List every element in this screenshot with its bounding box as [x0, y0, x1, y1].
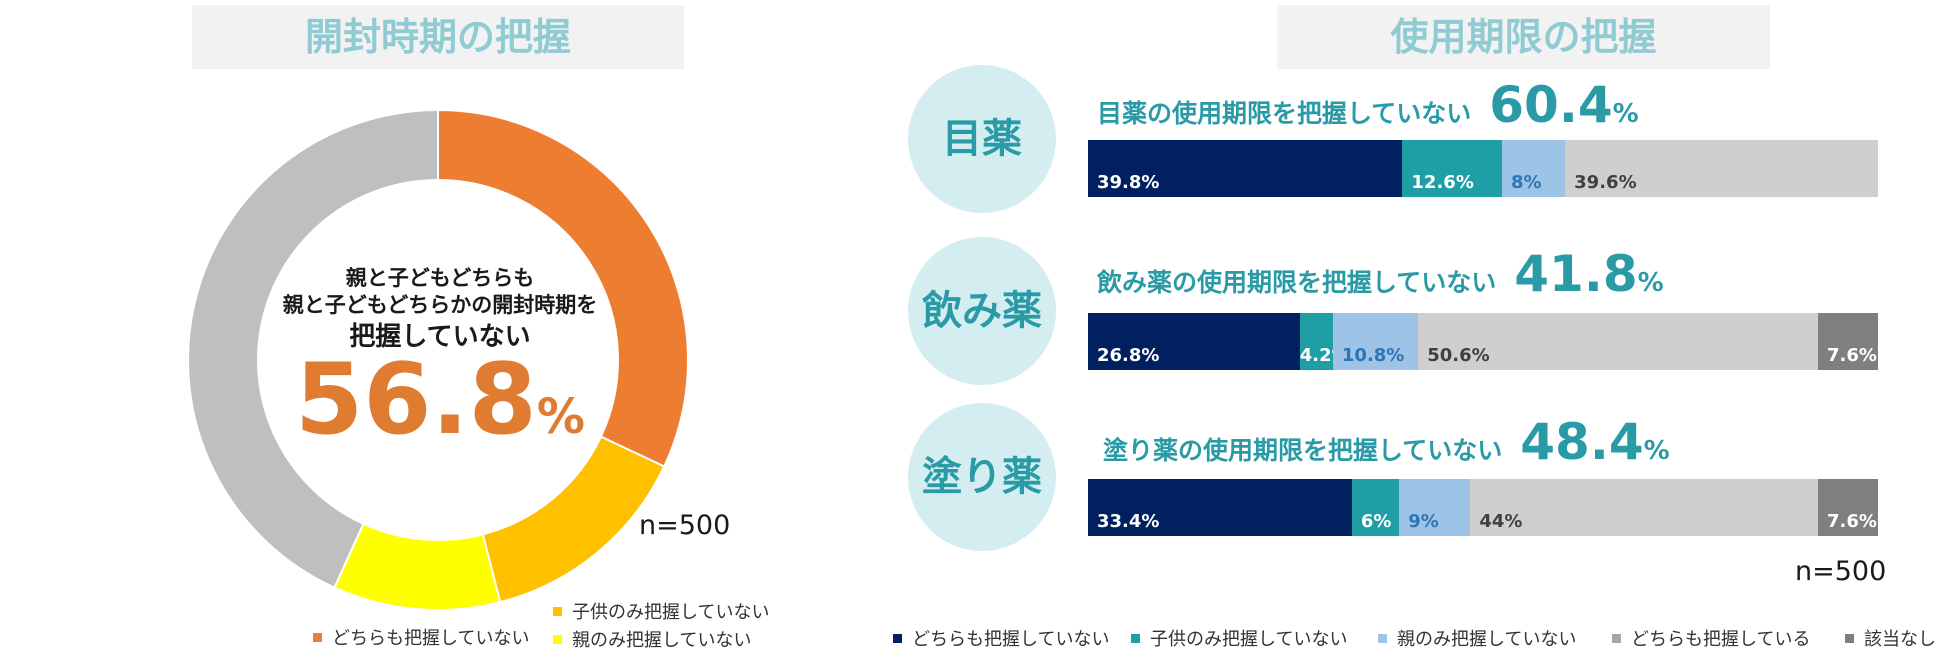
legend-swatch-icon: [1378, 633, 1387, 643]
bar-segment-label-0-1: 12.6%: [1411, 171, 1474, 193]
bar-heading-unit: %: [1643, 436, 1670, 466]
bar-sample-size: n=500: [1795, 556, 1887, 587]
bar-segment-label-1-2: 10.8%: [1341, 344, 1405, 366]
bar-segment-label-1-0: 26.8%: [1097, 344, 1160, 366]
legend-label: 親のみ把握していない: [572, 630, 752, 651]
donut-sample-size: n=500: [639, 510, 731, 541]
donut-center-unit: %: [536, 389, 585, 445]
donut-center-text-line-1: 親と子どもどちらも: [345, 266, 535, 290]
legend-item-neither: どちらも把握していない: [313, 624, 529, 650]
bar-segment-1-3: [1418, 313, 1818, 370]
bar-segment-2-4: [1817, 479, 1878, 536]
bar-heading-value: 60.4: [1489, 76, 1613, 134]
donut-center-text-line-3: 把握していない: [349, 322, 531, 352]
legend-swatch-icon: [313, 632, 322, 642]
bar-heading-text: 飲み薬の使用期限を把握していない: [1097, 268, 1497, 297]
legend-item-both-known-bar: どちらも把握している: [1612, 625, 1810, 651]
bar-segment-2-1: [1351, 479, 1400, 536]
legend-label: どちらも把握している: [1631, 629, 1811, 650]
bar-chart-title: 使用期限の把握: [1277, 5, 1770, 69]
donut-slice-0: [437, 108, 689, 468]
bar-row-ointment: 33.4% 6% 9% 44% 7.6%: [1088, 479, 1878, 536]
bar-segment-label-0-0: 39.8%: [1097, 171, 1160, 193]
legend-item-neither-bar: どちらも把握していない: [893, 625, 1109, 651]
legend-swatch-icon: [1612, 633, 1621, 643]
category-circle-ointment: 塗り薬: [908, 403, 1056, 551]
bar-segment-0-0: [1088, 140, 1403, 197]
category-circle-oral-medicine: 飲み薬: [908, 237, 1056, 385]
bar-heading-unit: %: [1612, 99, 1639, 129]
legend-item-child-only: 子供のみ把握していない: [553, 598, 769, 624]
bar-heading-eye-drops: 目薬の使用期限を把握していない 60.4%: [1097, 76, 1639, 134]
legend-item-child-only-bar: 子供のみ把握していない: [1131, 625, 1347, 651]
legend-swatch-icon: [553, 606, 562, 616]
bar-heading-oral-medicine: 飲み薬の使用期限を把握していない 41.8%: [1097, 245, 1664, 303]
donut-center-text-line-2: 親と子どもどちらかの開封時期を: [282, 293, 598, 317]
bar-segment-0-3: [1565, 140, 1878, 197]
legend-label: 該当なし: [1864, 629, 1936, 650]
bar-segment-1-4: [1817, 313, 1878, 370]
bar-row-oral-medicine: 26.8% 4.2% 10.8% 50.6% 7.6%: [1088, 313, 1878, 370]
donut-slice-2: [333, 522, 502, 611]
bar-heading-text: 目薬の使用期限を把握していない: [1097, 99, 1472, 128]
donut-slice-3: [187, 108, 439, 589]
legend-item-parent-only: 親のみ把握していない: [553, 626, 751, 652]
legend-item-not-applicable-bar: 該当なし: [1845, 625, 1936, 651]
bar-segment-1-2: [1332, 313, 1419, 370]
bar-segment-label-2-3: 44%: [1479, 510, 1523, 532]
legend-swatch-icon: [553, 634, 562, 644]
bar-segment-2-2: [1399, 479, 1471, 536]
legend-label: 子供のみ把握していない: [1150, 629, 1348, 650]
bar-heading-value: 41.8: [1514, 245, 1638, 303]
legend-swatch-icon: [893, 633, 902, 643]
legend-label: どちらも把握していない: [332, 628, 530, 649]
bar-segment-label-2-4: 7.6%: [1826, 510, 1877, 532]
donut-chart-title: 開封時期の把握: [192, 5, 684, 69]
bar-heading-text: 塗り薬の使用期限を把握していない: [1103, 436, 1503, 465]
bar-segment-label-0-2: 8%: [1510, 171, 1542, 193]
legend-swatch-icon: [1845, 633, 1854, 643]
bar-segment-1-0: [1088, 313, 1300, 370]
bar-heading-unit: %: [1637, 268, 1664, 298]
legend-swatch-icon: [1131, 633, 1140, 643]
bar-segment-label-2-1: 6%: [1360, 510, 1392, 532]
bar-segment-2-0: [1088, 479, 1352, 536]
bar-heading-ointment: 塗り薬の使用期限を把握していない 48.4%: [1103, 413, 1670, 471]
category-circle-eye-drops: 目薬: [908, 65, 1056, 213]
bar-segment-label-2-2: 9%: [1408, 510, 1439, 532]
bar-segment-label-1-4: 7.6%: [1826, 344, 1877, 366]
bar-heading-value: 48.4: [1520, 413, 1644, 471]
legend-label: 子供のみ把握していない: [572, 602, 770, 623]
donut-center-number: 56.8: [295, 343, 537, 457]
bar-segment-0-1: [1402, 140, 1502, 197]
bar-segment-2-3: [1470, 479, 1818, 536]
legend-label: どちらも把握していない: [912, 629, 1110, 650]
donut-center-value: 56.8%: [240, 345, 640, 472]
legend-label: 親のみ把握していない: [1397, 629, 1577, 650]
bar-segment-label-2-0: 33.4%: [1097, 510, 1160, 532]
bar-segment-label-0-3: 39.6%: [1574, 171, 1637, 193]
legend-item-parent-only-bar: 親のみ把握していない: [1378, 625, 1576, 651]
bar-segment-label-1-3: 50.6%: [1427, 344, 1490, 366]
bar-row-eye-drops: 39.8% 12.6% 8% 39.6%: [1088, 140, 1878, 197]
bar-segment-1-1: [1299, 313, 1333, 370]
bar-segment-0-2: [1501, 140, 1566, 197]
